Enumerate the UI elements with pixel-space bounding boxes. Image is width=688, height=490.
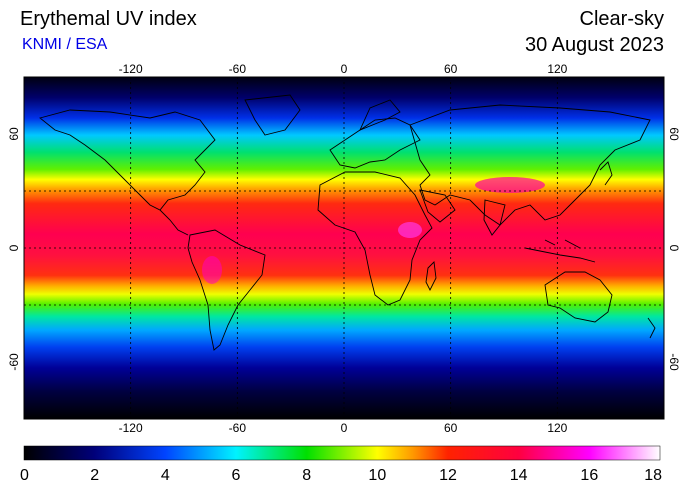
colorbar-tick-label: 6 <box>232 467 241 484</box>
coast-indonesia <box>524 239 596 263</box>
map-title: Erythemal UV index <box>20 8 197 30</box>
lon-ticks-top: -120 -60 0 60 120 <box>119 62 568 76</box>
lat-tick-label: 0 <box>667 245 681 252</box>
colorbar-tick-label: 10 <box>368 467 386 484</box>
colorbar-tick-label: 8 <box>302 467 311 484</box>
coast-madagascar <box>425 261 437 292</box>
colorbar-tick-label: 12 <box>439 467 457 484</box>
lon-tick-label: -120 <box>119 62 143 76</box>
lat-tick-label: 0 <box>7 244 21 251</box>
lon-tick-label: -120 <box>119 421 143 435</box>
lat-tick-label: 60 <box>7 127 21 141</box>
coast-africa <box>317 171 433 306</box>
lat-tick-label: 60 <box>667 127 681 141</box>
lat-ticks-left: 60 0 -60 <box>7 127 21 371</box>
coast-australia <box>544 271 613 323</box>
lat-ticks-right: 60 0 -60 <box>667 127 681 371</box>
colorbar-tick-label: 14 <box>510 467 528 484</box>
lon-tick-label: 0 <box>341 62 348 76</box>
coast-new-zealand <box>647 317 656 339</box>
coast-arabia <box>419 189 456 223</box>
coast-central-america <box>159 209 189 236</box>
lat-tick-label: -60 <box>7 353 21 371</box>
credit-label: KNMI / ESA <box>22 36 108 53</box>
date-label: 30 August 2023 <box>524 34 664 56</box>
colorbar <box>23 445 661 461</box>
lon-tick-label: 120 <box>547 421 567 435</box>
hotspot-andes <box>202 256 222 284</box>
lon-tick-label: 0 <box>341 421 348 435</box>
coast-asia <box>409 104 651 226</box>
graticule-meridians <box>130 77 558 419</box>
coast-north-america <box>39 109 216 211</box>
colorbar-tick-label: 4 <box>161 467 170 484</box>
lon-tick-label: 60 <box>444 421 458 435</box>
lon-tick-label: 120 <box>547 62 567 76</box>
coast-greenland <box>244 94 301 136</box>
hotspot-east-africa <box>398 222 422 238</box>
colorbar-tick-label: 18 <box>644 467 662 484</box>
sky-mode-label: Clear-sky <box>579 8 664 30</box>
coast-japan <box>599 161 613 186</box>
lon-ticks-bottom: -120 -60 0 60 120 <box>119 421 568 435</box>
lon-tick-label: -60 <box>229 62 247 76</box>
lat-tick-label: -60 <box>667 353 681 371</box>
coast-scandinavia <box>359 99 401 131</box>
colorbar-ticks: 0 2 4 6 8 10 12 14 16 18 <box>20 467 662 484</box>
coast-india <box>483 199 506 236</box>
colorbar-tick-label: 2 <box>90 467 99 484</box>
lon-tick-label: -60 <box>229 421 247 435</box>
colorbar-tick-label: 16 <box>580 467 598 484</box>
lon-tick-label: 60 <box>444 62 458 76</box>
colorbar-tick-label: 0 <box>20 467 29 484</box>
coast-south-america <box>187 229 266 351</box>
hotspot-tibet <box>475 177 545 193</box>
coastlines <box>39 94 656 351</box>
